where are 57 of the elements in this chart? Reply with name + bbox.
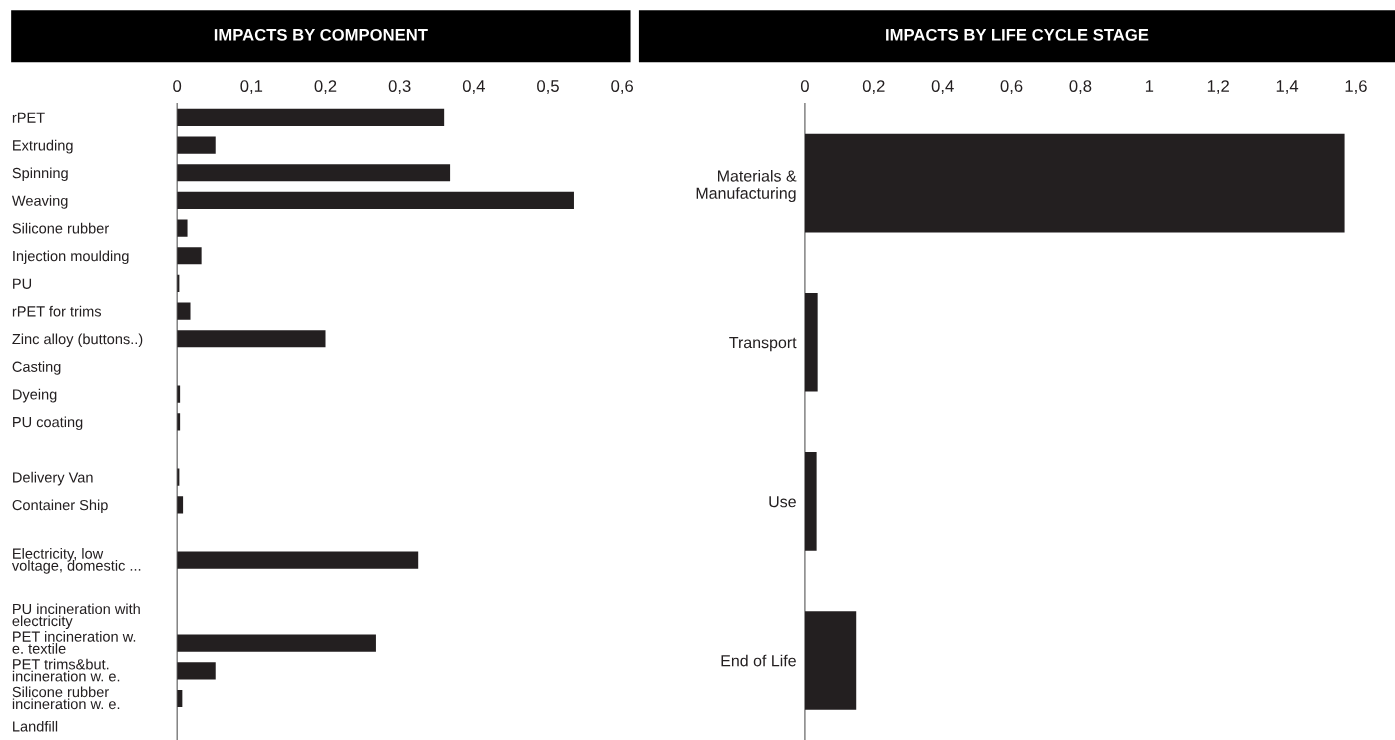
y-tick-label: Dyeing (13, 388, 57, 403)
y-tick-label: PU (13, 278, 32, 289)
y-tick-label: Transport (729, 337, 797, 352)
y-tick-label: rPET for trims (12, 305, 102, 317)
y-tick-label: Zinc alloy (buttons..) (12, 333, 143, 348)
bar (177, 191, 574, 210)
y-tick-label: Materials & Manufacturing (696, 169, 797, 203)
x-tick-label: 0,8 (1069, 80, 1092, 94)
y-tick-label: Delivery Van (13, 471, 93, 486)
chart-title: IMPACTS BY LIFE CYCLE STAGE (886, 28, 1149, 41)
bar (177, 108, 445, 127)
y-tick-label: Use (769, 496, 796, 508)
bar (804, 611, 857, 710)
x-tick-label: 0,4 (462, 80, 485, 94)
x-tick-label: 0,1 (240, 80, 263, 94)
bar (177, 302, 191, 320)
y-tick-label: PET incineration w. e. textile (12, 631, 136, 654)
y-tick-label: Container Ship (12, 499, 108, 514)
bar (804, 292, 818, 392)
y-tick-label: Extruding (13, 139, 73, 154)
y-tick-label: Spinning (12, 167, 68, 182)
y-tick-label: Landfill (13, 720, 58, 732)
y-tick-label: Injection moulding (13, 250, 129, 265)
x-tick-label: 1,2 (1207, 80, 1229, 94)
bar (177, 164, 451, 182)
chart-title: IMPACTS BY COMPONENT (214, 28, 428, 41)
y-tick-label: PU coating (13, 416, 83, 431)
y-tick-label: PU incineration with electricity (12, 603, 140, 630)
x-tick-label: 0,5 (537, 80, 559, 94)
y-tick-label: Weaving (11, 195, 68, 209)
bar (177, 330, 326, 348)
x-tick-label: 0,2 (862, 80, 885, 94)
x-tick-label: 0,6 (611, 80, 634, 94)
bar (804, 133, 1345, 233)
y-tick-label: rPET (12, 112, 45, 123)
y-tick-label: End of Life (721, 654, 796, 667)
x-tick-label: 0,6 (1000, 80, 1023, 94)
y-tick-label: Casting (12, 361, 61, 375)
y-tick-label: Silicone rubber incineration w. e. (12, 686, 120, 710)
x-tick-label: 0 (173, 80, 182, 92)
x-tick-label: 0,3 (388, 80, 411, 94)
x-tick-label: 0,2 (314, 80, 337, 94)
bar (177, 219, 188, 237)
x-tick-label: 1 (1145, 80, 1154, 92)
bar (177, 551, 419, 569)
bar (177, 247, 202, 265)
x-tick-label: 0,4 (931, 80, 954, 94)
y-tick-label: Electricity, low voltage, domestic ... (11, 548, 141, 574)
bar (177, 634, 376, 652)
bar (177, 662, 216, 680)
bar (177, 136, 216, 154)
x-tick-label: 1,6 (1345, 80, 1367, 94)
bar (804, 452, 817, 551)
y-tick-label: PET trims&but. incineration w. e. (12, 658, 120, 682)
x-tick-label: 1,4 (1276, 80, 1299, 94)
x-tick-label: 0 (800, 80, 809, 92)
y-tick-label: Silicone rubber (12, 222, 109, 234)
